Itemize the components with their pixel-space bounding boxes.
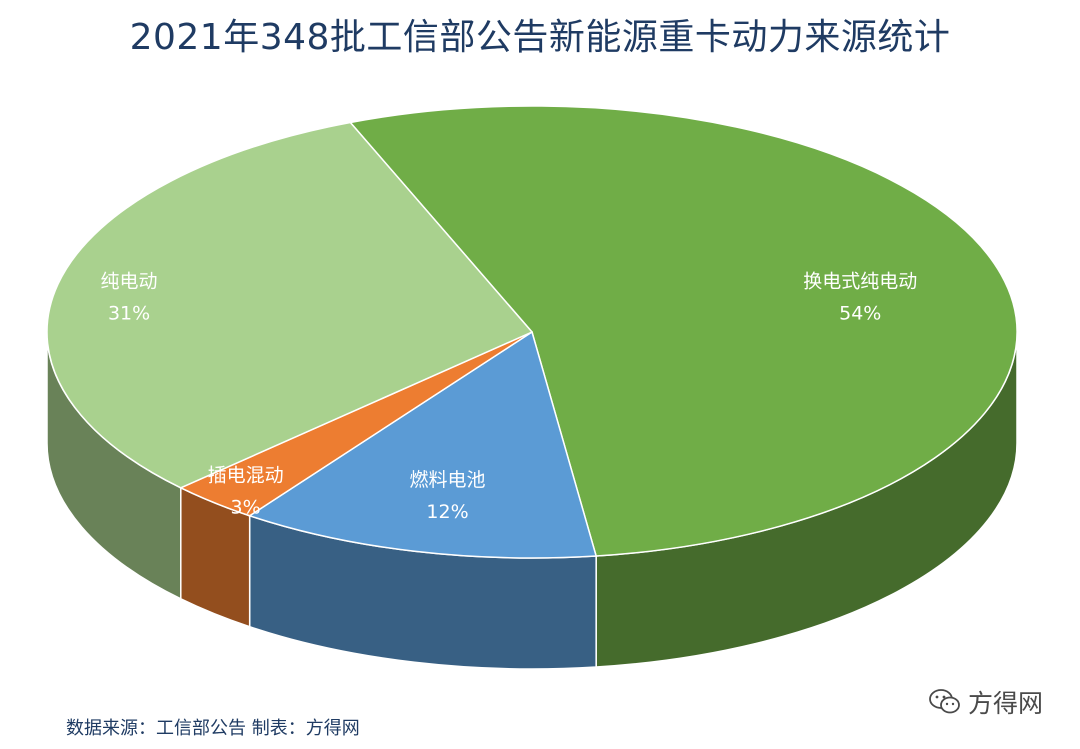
pie-slice-3 <box>46 121 534 489</box>
slice-value-label-0: 54% <box>839 303 881 325</box>
pie-slice-0 <box>348 105 1018 557</box>
slice-value-label-1: 12% <box>426 501 468 523</box>
brand-watermark: 方得网 <box>928 686 1043 718</box>
slice-value-label-2: 3% <box>231 497 261 519</box>
source-note: 数据来源：工信部公告 制表：方得网 <box>66 718 360 739</box>
slice-name-label-0: 换电式纯电动 <box>803 271 917 293</box>
wechat-icon <box>929 689 960 714</box>
slice-name-label-2: 插电混动 <box>208 465 284 487</box>
slice-name-label-3: 纯电动 <box>101 270 158 292</box>
chart-title: 2021年348批工信部公告新能源重卡动力来源统计 <box>129 17 951 58</box>
slice-name-label-1: 燃料电池 <box>410 469 486 491</box>
brand-name: 方得网 <box>968 689 1044 718</box>
pie-slice-1 <box>247 330 598 559</box>
slice-value-label-3: 31% <box>108 302 150 324</box>
